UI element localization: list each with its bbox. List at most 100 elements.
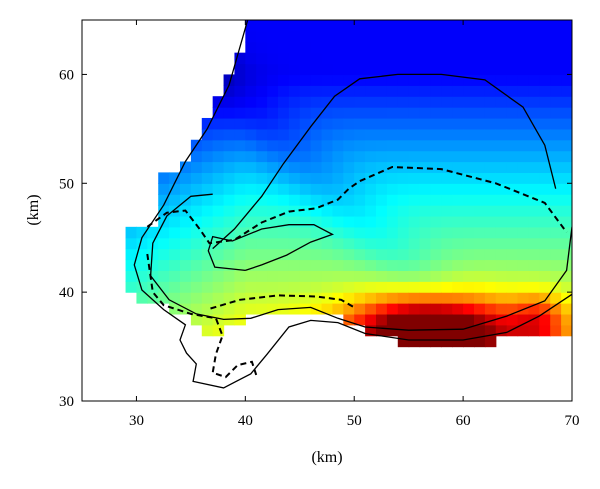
heatmap-cell xyxy=(474,161,486,173)
heatmap-cell xyxy=(561,52,572,65)
heatmap-cell xyxy=(288,292,301,304)
heatmap-cell xyxy=(256,150,268,163)
heatmap-cell xyxy=(430,74,442,86)
heatmap-cell xyxy=(441,74,453,86)
heatmap-cell xyxy=(397,63,410,76)
heatmap-cell xyxy=(212,107,225,119)
heatmap-cell xyxy=(463,128,475,141)
heatmap-cell xyxy=(430,117,442,130)
heatmap-cell xyxy=(484,313,497,326)
heatmap-cell xyxy=(484,324,497,337)
heatmap-cell xyxy=(419,194,432,206)
heatmap-cell xyxy=(343,292,355,304)
heatmap-cell xyxy=(528,161,540,173)
heatmap-cell xyxy=(441,259,453,271)
heatmap-cell xyxy=(376,30,388,43)
contour-solid xyxy=(149,193,572,331)
heatmap-cell xyxy=(386,128,399,141)
heatmap-cell xyxy=(169,194,181,206)
heatmap-cell xyxy=(310,96,323,108)
heatmap-cell xyxy=(539,161,551,173)
heatmap-cell xyxy=(299,161,312,173)
heatmap-cell xyxy=(376,52,388,65)
heatmap-cell xyxy=(299,150,312,163)
heatmap-cell xyxy=(484,303,497,315)
heatmap-cell xyxy=(397,313,410,326)
heatmap-cell xyxy=(376,139,388,152)
heatmap-cell xyxy=(528,248,540,261)
heatmap-cell xyxy=(278,41,290,54)
heatmap-cell xyxy=(539,150,551,163)
heatmap-cell xyxy=(474,117,486,130)
heatmap-cell xyxy=(463,150,475,163)
heatmap-cell xyxy=(223,194,236,206)
heatmap-cell xyxy=(539,313,551,326)
heatmap-cell xyxy=(169,259,181,271)
heatmap-cell xyxy=(561,237,572,250)
heatmap-cell xyxy=(397,30,410,43)
heatmap-cell xyxy=(234,63,246,76)
heatmap-cell xyxy=(376,303,388,315)
heatmap-cell xyxy=(376,237,388,250)
heatmap-cell xyxy=(180,270,192,282)
heatmap-cell xyxy=(136,248,148,261)
heatmap-cell xyxy=(408,74,421,86)
heatmap-cell xyxy=(245,128,257,141)
heatmap-cell xyxy=(288,74,301,86)
heatmap-cell xyxy=(354,85,366,97)
heatmap-cell xyxy=(386,52,399,65)
heatmap-cell xyxy=(397,107,410,119)
heatmap-cell xyxy=(343,128,355,141)
heatmap-cell xyxy=(212,194,225,206)
heatmap-cell xyxy=(180,248,192,261)
heatmap-cell xyxy=(332,161,344,173)
heatmap-cell xyxy=(528,303,540,315)
heatmap-cell xyxy=(201,150,214,163)
heatmap-cell xyxy=(386,259,399,271)
heatmap-cell xyxy=(223,85,236,97)
heatmap-cell xyxy=(550,161,562,173)
heatmap-cell xyxy=(408,248,421,261)
heatmap-cell xyxy=(419,281,432,293)
heatmap-cell xyxy=(256,248,268,261)
heatmap-cell xyxy=(299,117,312,130)
heatmap-cell xyxy=(288,30,301,43)
heatmap-cell xyxy=(332,172,344,184)
heatmap-cell xyxy=(245,248,257,261)
heatmap-cell xyxy=(354,107,366,119)
heatmap-cell xyxy=(278,248,290,261)
heatmap-cell xyxy=(452,172,464,184)
heatmap-cell xyxy=(528,85,540,97)
heatmap-cell xyxy=(299,215,312,228)
heatmap-cell xyxy=(484,107,497,119)
heatmap-cell xyxy=(332,74,344,86)
heatmap-cell xyxy=(288,259,301,271)
heatmap-cell xyxy=(517,270,530,282)
heatmap-cell xyxy=(158,194,170,206)
heatmap-cell xyxy=(245,281,257,293)
heatmap-cell xyxy=(245,194,257,206)
heatmap-cell xyxy=(539,205,551,217)
heatmap-cell xyxy=(430,237,442,250)
heatmap-cell xyxy=(452,335,464,348)
heatmap-cell xyxy=(190,248,203,261)
heatmap-cell xyxy=(267,30,279,43)
heatmap-cell xyxy=(278,74,290,86)
heatmap-cell xyxy=(256,172,268,184)
heatmap-cell xyxy=(463,205,475,217)
heatmap-cell xyxy=(474,281,486,293)
heatmap-cell xyxy=(517,85,530,97)
heatmap-cell xyxy=(506,20,519,32)
heatmap-cell xyxy=(506,292,519,304)
heatmap-cell xyxy=(223,150,236,163)
heatmap-cell xyxy=(332,215,344,228)
heatmap-cell xyxy=(343,150,355,163)
heatmap-cell xyxy=(506,248,519,261)
heatmap-cell xyxy=(386,30,399,43)
heatmap-cell xyxy=(212,292,225,304)
heatmap-cell xyxy=(288,205,301,217)
heatmap-cell xyxy=(278,128,290,141)
heatmap-cell xyxy=(147,292,159,304)
heatmap-cell xyxy=(365,107,377,119)
heatmap-cell xyxy=(397,270,410,282)
